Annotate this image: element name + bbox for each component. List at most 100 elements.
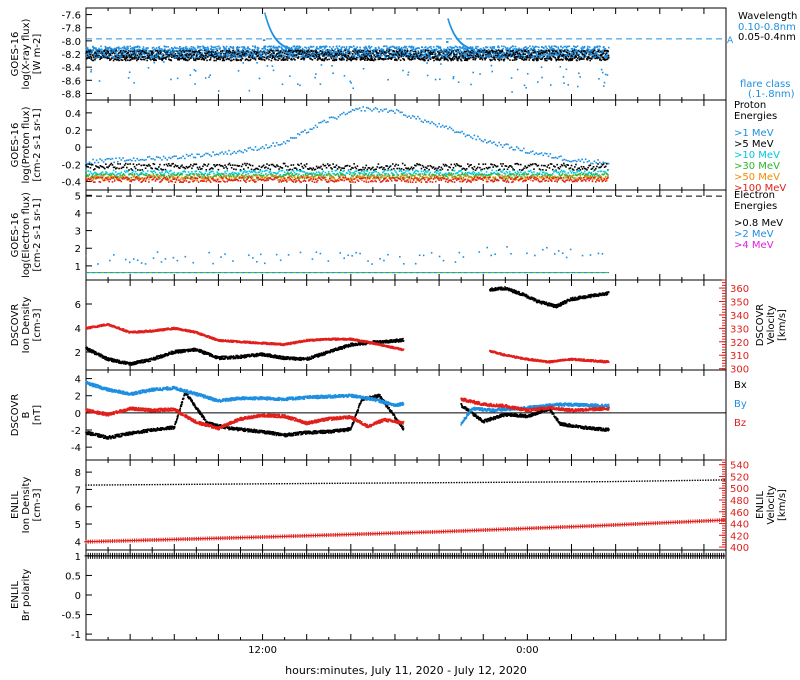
data-point (96, 50, 99, 52)
data-point (164, 51, 166, 54)
data-point (177, 157, 179, 160)
data-point (111, 48, 114, 51)
data-point (178, 157, 181, 160)
data-point (302, 56, 304, 59)
data-point (397, 53, 400, 55)
data-point (145, 56, 147, 59)
data-point (377, 46, 380, 49)
data-point (258, 148, 260, 151)
data-point (251, 148, 253, 151)
data-point (331, 53, 334, 56)
data-point (292, 51, 294, 54)
data-point (258, 50, 260, 53)
data-point (464, 135, 467, 138)
data-point (113, 49, 116, 52)
data-point (291, 48, 294, 51)
data-point (387, 58, 390, 60)
data-point (180, 47, 182, 50)
data-point (566, 57, 568, 60)
data-point (104, 47, 107, 50)
data-point (393, 167, 395, 170)
data-point (576, 160, 578, 163)
data-point (263, 50, 266, 52)
data-point (292, 54, 294, 57)
data-point (349, 80, 352, 83)
data-point (223, 46, 225, 49)
data-point (512, 48, 514, 50)
data-point (247, 166, 250, 169)
data-point (284, 55, 286, 57)
data-point (391, 45, 394, 48)
data-point (359, 59, 362, 61)
data-point (129, 158, 131, 161)
data-point (287, 52, 290, 55)
data-point (369, 56, 372, 58)
data-point (597, 163, 599, 165)
data-point (376, 54, 379, 57)
data-point (264, 45, 267, 48)
data-point (152, 55, 154, 57)
data-point (99, 58, 101, 61)
data-point (549, 84, 552, 86)
data-point (202, 165, 204, 168)
data-point (551, 156, 553, 159)
data-point (192, 165, 194, 167)
data-point (132, 58, 134, 60)
data-point (121, 59, 124, 62)
data-point (397, 110, 400, 112)
data-point (414, 50, 417, 53)
data-point (362, 56, 364, 59)
data-point (182, 49, 184, 52)
data-point (515, 146, 518, 148)
data-point (252, 149, 255, 151)
data-point (340, 169, 342, 171)
data-point (289, 54, 292, 56)
data-point (323, 119, 326, 122)
data-point (480, 139, 483, 142)
data-point (236, 55, 239, 58)
data-point (497, 45, 500, 47)
data-point (411, 58, 414, 61)
data-point (427, 120, 430, 123)
data-point (284, 142, 287, 145)
data-point (215, 55, 218, 58)
data-point (405, 45, 408, 48)
data-point (127, 170, 129, 173)
data-point (401, 50, 404, 52)
data-point (433, 122, 435, 125)
data-point (349, 57, 352, 59)
data-point (188, 58, 191, 61)
data-point (182, 155, 184, 158)
data-point (519, 149, 522, 152)
data-point (412, 46, 415, 48)
data-point (350, 51, 352, 54)
data-point (562, 162, 565, 165)
data-point (427, 56, 430, 59)
data-point (248, 89, 251, 92)
data-point (204, 57, 207, 59)
data-point (185, 45, 187, 48)
data-point (268, 51, 271, 54)
data-point (396, 53, 399, 55)
data-point (560, 51, 562, 53)
data-point (94, 168, 96, 170)
data-point (89, 166, 92, 169)
data-point (241, 46, 243, 48)
data-point (88, 163, 91, 165)
data-point (116, 160, 119, 163)
data-point (289, 75, 291, 78)
data-point (319, 167, 321, 169)
data-point (464, 53, 467, 55)
data-point (226, 57, 229, 60)
data-point (185, 59, 188, 61)
data-point (217, 168, 220, 171)
data-point (265, 54, 267, 56)
data-point (124, 160, 126, 162)
data-point (498, 46, 500, 49)
data-point (238, 46, 241, 49)
data-point (553, 157, 555, 159)
data-point (457, 131, 460, 133)
data-point (473, 56, 475, 59)
data-point (336, 47, 339, 50)
data-point (280, 56, 282, 59)
